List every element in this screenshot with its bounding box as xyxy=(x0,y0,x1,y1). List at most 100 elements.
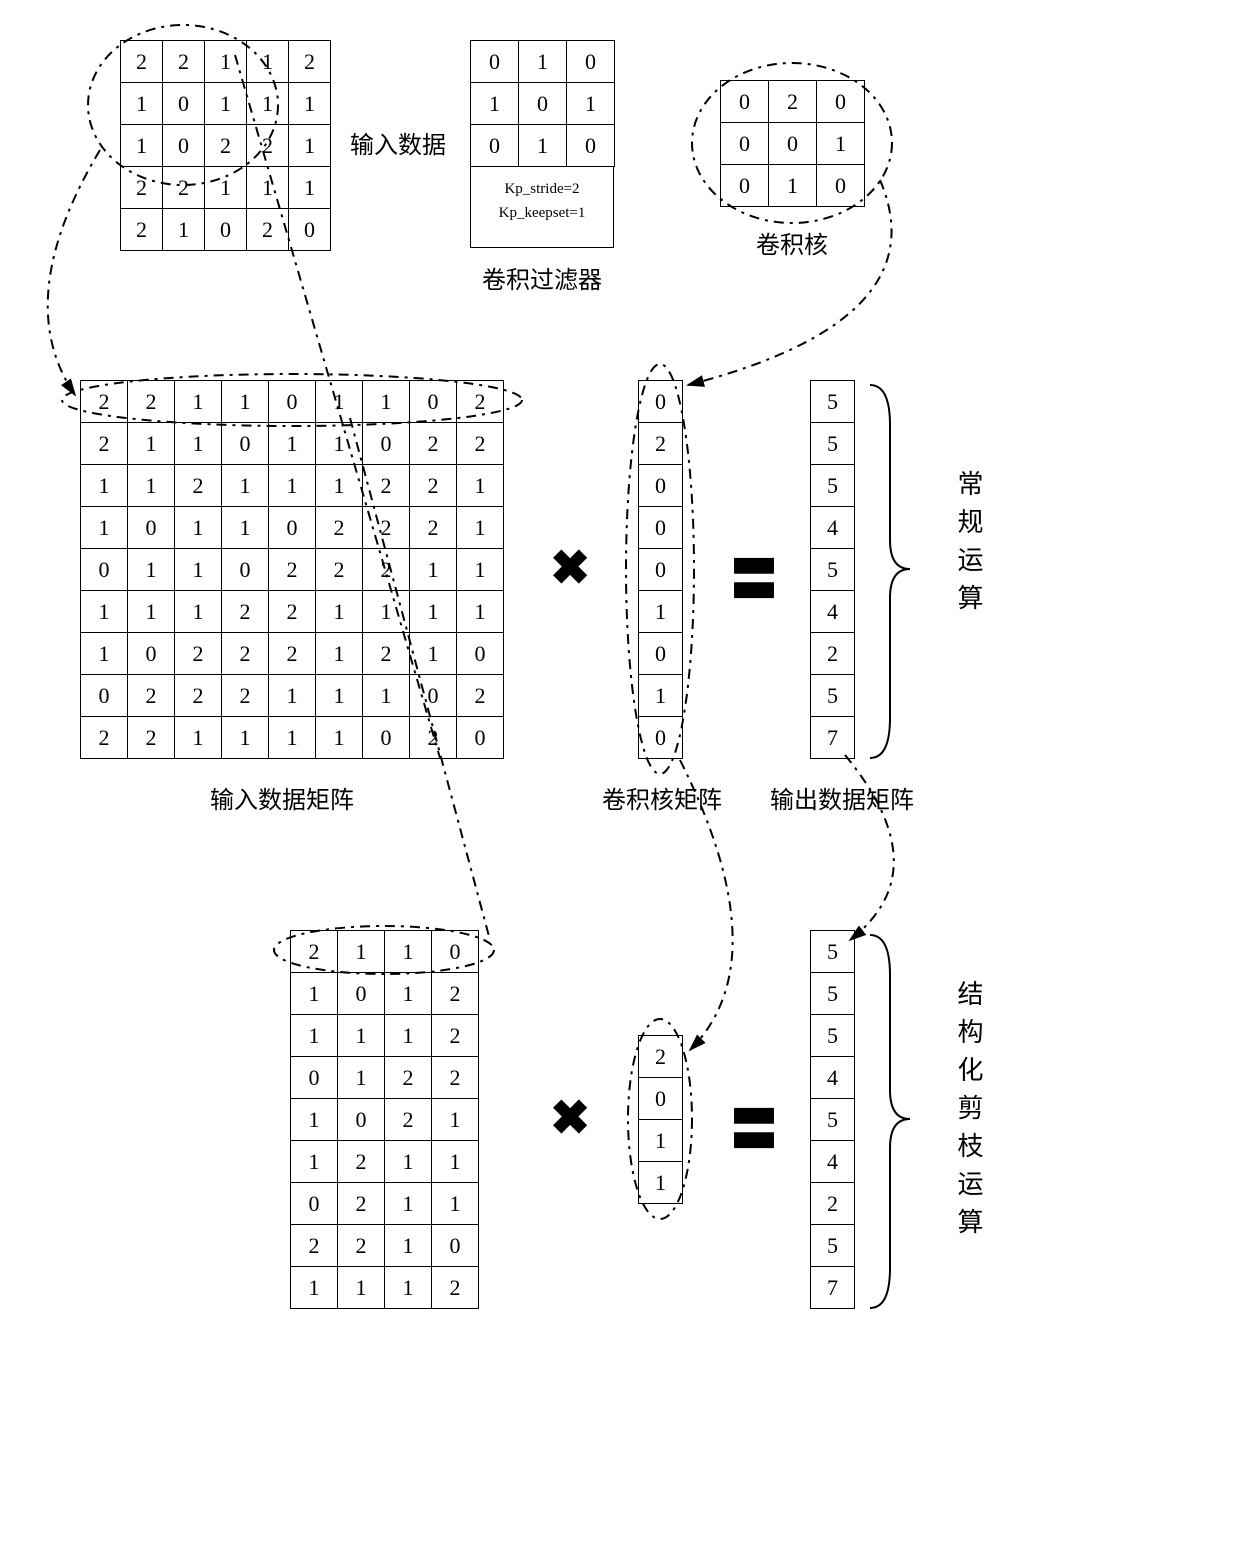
cell: 2 xyxy=(247,125,289,167)
cell: 0 xyxy=(721,123,769,165)
cell: 2 xyxy=(385,1099,432,1141)
cell: 0 xyxy=(363,423,410,465)
cell: 2 xyxy=(385,1057,432,1099)
cell: 2 xyxy=(163,167,205,209)
cell: 0 xyxy=(471,41,519,83)
cell: 2 xyxy=(432,1057,479,1099)
cell: 0 xyxy=(338,973,385,1015)
cell: 1 xyxy=(247,83,289,125)
cell: 1 xyxy=(222,507,269,549)
cell: 1 xyxy=(316,381,363,423)
cell: 0 xyxy=(269,507,316,549)
cell: 0 xyxy=(567,41,615,83)
vlabel-pruned: 结构化剪枝运算 xyxy=(950,980,987,1246)
cell: 1 xyxy=(639,675,683,717)
cell: 1 xyxy=(81,591,128,633)
cell: 1 xyxy=(121,125,163,167)
cell: 5 xyxy=(811,381,855,423)
cell: 1 xyxy=(175,381,222,423)
cell: 2 xyxy=(363,549,410,591)
cell: 0 xyxy=(269,381,316,423)
cell: 2 xyxy=(222,675,269,717)
cell: 2 xyxy=(363,633,410,675)
label-kernel-matrix: 卷积核矩阵 xyxy=(602,780,722,815)
cell: 1 xyxy=(222,381,269,423)
vlabel-normal: 常规运算 xyxy=(950,470,987,622)
op-multiply-1: ✖ xyxy=(550,540,590,596)
cell: 2 xyxy=(163,41,205,83)
cell: 1 xyxy=(567,83,615,125)
cell: 5 xyxy=(811,1225,855,1267)
cell: 1 xyxy=(385,1225,432,1267)
cell: 1 xyxy=(432,1099,479,1141)
cell: 0 xyxy=(128,633,175,675)
cell: 0 xyxy=(639,717,683,759)
cell: 1 xyxy=(432,1141,479,1183)
cell: 1 xyxy=(175,423,222,465)
cell: 2 xyxy=(338,1183,385,1225)
cell: 1 xyxy=(639,1162,683,1204)
curve-input-to-matrix xyxy=(48,150,100,395)
cell: 7 xyxy=(811,1267,855,1309)
label-input-data: 输入数据 xyxy=(350,125,446,160)
cell: 1 xyxy=(639,1120,683,1162)
cell: 0 xyxy=(410,381,457,423)
matrix-kernel_3x3: 020001010 xyxy=(720,80,865,207)
cell: 0 xyxy=(291,1183,338,1225)
cell: 1 xyxy=(291,1267,338,1309)
cell: 1 xyxy=(519,125,567,167)
matrix-input_9x9: 2211011022110110221121112211011022210110… xyxy=(80,380,504,759)
cell: 1 xyxy=(410,549,457,591)
cell: 0 xyxy=(163,83,205,125)
cell: 0 xyxy=(519,83,567,125)
cell: 0 xyxy=(338,1099,385,1141)
cell: 2 xyxy=(410,507,457,549)
cell: 5 xyxy=(811,1015,855,1057)
cell: 1 xyxy=(269,717,316,759)
cell: 2 xyxy=(291,1225,338,1267)
cell: 5 xyxy=(811,973,855,1015)
cell: 2 xyxy=(121,209,163,251)
cell: 2 xyxy=(175,633,222,675)
cell: 1 xyxy=(128,465,175,507)
cell: 0 xyxy=(639,381,683,423)
cell: 1 xyxy=(410,633,457,675)
cell: 5 xyxy=(811,1099,855,1141)
cell: 2 xyxy=(432,1267,479,1309)
cell: 1 xyxy=(247,41,289,83)
cell: 1 xyxy=(316,675,363,717)
cell: 0 xyxy=(457,633,504,675)
cell: 1 xyxy=(338,1267,385,1309)
cell: 1 xyxy=(121,83,163,125)
cell: 1 xyxy=(316,717,363,759)
cell: 4 xyxy=(811,1141,855,1183)
cell: 1 xyxy=(457,465,504,507)
cell: 2 xyxy=(457,423,504,465)
cell: 1 xyxy=(519,41,567,83)
cell: 0 xyxy=(222,423,269,465)
cell: 1 xyxy=(410,591,457,633)
cell: 1 xyxy=(338,931,385,973)
matrix-kernel_col4: 2011 xyxy=(638,1035,683,1204)
cell: 2 xyxy=(338,1225,385,1267)
cell: 2 xyxy=(222,633,269,675)
cell: 0 xyxy=(410,675,457,717)
cell: 1 xyxy=(639,591,683,633)
cell: 1 xyxy=(457,507,504,549)
cell: 0 xyxy=(81,549,128,591)
cell: 0 xyxy=(222,549,269,591)
cell: 0 xyxy=(817,81,865,123)
cell: 1 xyxy=(81,633,128,675)
cell: 0 xyxy=(721,81,769,123)
cell: 2 xyxy=(128,675,175,717)
cell: 0 xyxy=(639,633,683,675)
cell: 2 xyxy=(121,41,163,83)
op-equals-2: 〓 xyxy=(730,1090,770,1160)
label-input-matrix: 输入数据矩阵 xyxy=(210,780,354,815)
cell: 2 xyxy=(128,717,175,759)
cell: 5 xyxy=(811,931,855,973)
cell: 2 xyxy=(432,973,479,1015)
cell: 2 xyxy=(81,423,128,465)
cell: 1 xyxy=(247,167,289,209)
cell: 1 xyxy=(385,931,432,973)
